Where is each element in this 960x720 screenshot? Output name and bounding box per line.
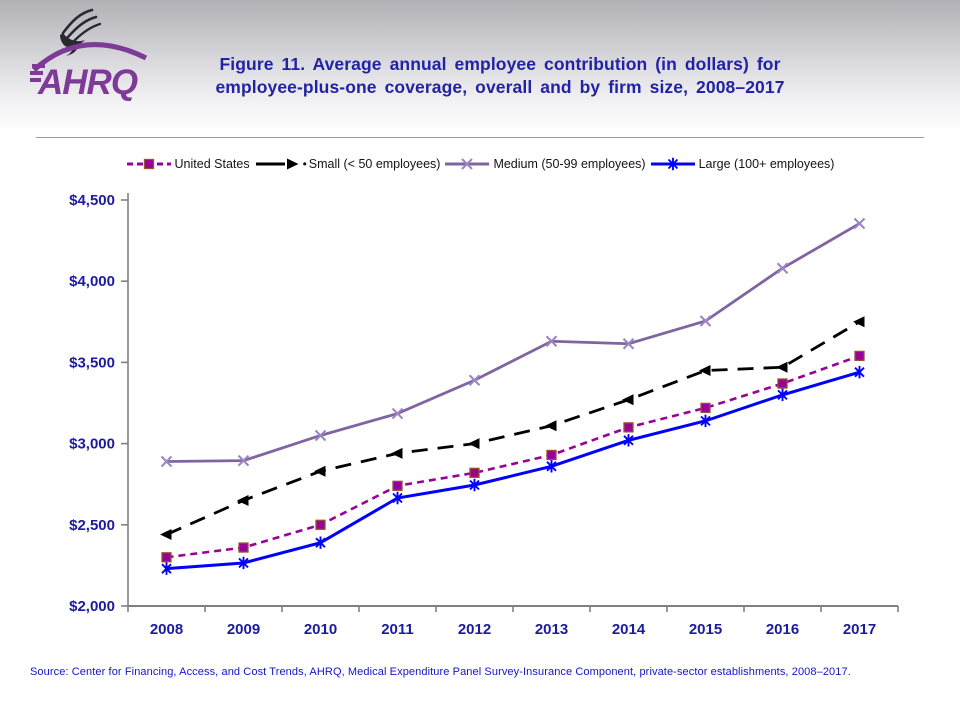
series-line-small-50-employees	[165, 320, 861, 536]
x-axis-label: 2010	[304, 621, 337, 638]
y-axis-label: $2,500	[69, 517, 115, 534]
legend-item-medium-50-99-employees: Medium (50-99 employees)	[444, 156, 646, 172]
data-point-large-100-employees	[238, 556, 249, 570]
chart-legend: United States • Small (< 50 employees) Medi…	[0, 150, 960, 178]
data-point-small-50-employees	[237, 494, 249, 506]
data-point-large-100-employees	[392, 491, 403, 505]
data-point-small-50-employees	[160, 529, 172, 541]
data-point-united-states	[469, 467, 480, 478]
data-point-large-100-employees	[777, 388, 788, 402]
data-point-medium-50-99-employees	[776, 262, 789, 274]
data-point-medium-50-99-employees	[468, 374, 481, 387]
data-point-medium-50-99-employees	[622, 337, 635, 350]
data-point-large-100-employees	[667, 157, 678, 171]
x-axis-label: 2011	[381, 621, 414, 638]
data-point-large-100-employees	[315, 536, 326, 549]
legend-marker-small-50-employees-icon	[255, 158, 299, 170]
series-line-large-100-employees	[166, 370, 860, 571]
y-axis-label: $3,000	[69, 436, 115, 453]
series-medium-50-99-employees	[160, 217, 866, 468]
source-note: Source: Center for Financing, Access, an…	[30, 666, 851, 678]
x-axis-label: 2012	[458, 621, 491, 638]
y-axis-label: $4,000	[69, 273, 115, 290]
data-point-medium-50-99-employees	[699, 315, 712, 327]
legend-item-united-states: United States	[126, 156, 250, 172]
data-point-medium-50-99-employees	[853, 217, 866, 230]
data-point-small-50-employees	[699, 365, 711, 377]
data-point-united-states	[161, 552, 172, 563]
series-large-100-employees	[161, 365, 865, 575]
legend-marker-large-100-employees-icon	[650, 157, 695, 171]
data-point-large-100-employees	[623, 434, 634, 447]
legend-label-large-100-employees: Large (100+ employees)	[698, 157, 835, 171]
data-point-medium-50-99-employees	[237, 454, 250, 467]
data-point-united-states	[700, 402, 711, 414]
data-point-united-states	[546, 449, 557, 461]
ahrq-arc	[29, 42, 148, 82]
series-small-50-employees	[160, 316, 865, 541]
y-axis-label: $4,500	[69, 192, 115, 209]
data-point-united-states	[623, 422, 634, 433]
data-point-small-50-employees	[622, 394, 634, 406]
y-axis-label: $3,500	[69, 354, 115, 371]
legend-marker-medium-50-99-employees-icon	[445, 158, 490, 170]
data-point-united-states	[238, 542, 249, 553]
ahrq-logo-graphic: AHRQ	[29, 8, 148, 102]
data-point-small-50-employees	[776, 361, 788, 373]
data-point-united-states	[315, 519, 326, 530]
header-divider	[36, 137, 924, 138]
data-point-medium-50-99-employees	[391, 407, 404, 420]
data-point-medium-50-99-employees	[160, 455, 173, 468]
data-point-large-100-employees	[469, 478, 480, 492]
data-point-small-50-employees	[314, 465, 326, 477]
data-point-large-100-employees	[546, 460, 557, 473]
ahrq-wordmark-text: AHRQ	[37, 63, 138, 102]
x-axis-label: 2013	[535, 621, 568, 638]
chart-title-line2: employee-plus-one coverage, overall and …	[215, 77, 785, 97]
legend-marker-united-states-icon	[126, 158, 171, 170]
chart-title-line1: Figure 11. Average annual employee contr…	[219, 54, 781, 74]
data-point-united-states	[854, 350, 865, 362]
chart-title: Figure 11. Average annual employee contr…	[150, 53, 850, 99]
data-point-small-50-employees	[468, 438, 480, 450]
data-point-medium-50-99-employees	[314, 429, 327, 442]
data-point-medium-50-99-employees	[545, 335, 558, 348]
data-point-small-50-employees	[545, 420, 557, 432]
data-point-united-states	[143, 158, 154, 170]
legend-item-large-100-employees: Large (100+ employees)	[650, 156, 835, 172]
line-chart: $2,000 $2,500 $3,000 $3,500 $4,000 $4,500 2008…	[69, 192, 899, 638]
x-axis-label: 2009	[227, 621, 260, 638]
data-point-medium-50-99-employees	[461, 158, 474, 170]
data-point-large-100-employees	[700, 414, 711, 428]
legend-label-small-50-employees: Small (< 50 employees)	[308, 157, 441, 171]
ahrq-logo: AHRQ	[29, 4, 160, 114]
data-point-united-states	[777, 378, 788, 389]
data-point-large-100-employees	[161, 562, 172, 575]
x-axis-label: 2008	[150, 621, 183, 638]
legend-label-medium-50-99-employees: Medium (50-99 employees)	[493, 157, 646, 171]
y-axis-label: $2,000	[69, 598, 115, 615]
data-point-small-50-employees	[853, 316, 865, 328]
series-line-medium-50-99-employees	[166, 222, 861, 463]
x-axis-label: 2017	[843, 621, 876, 638]
data-point-small-50-employees	[286, 158, 299, 170]
legend-label-united-states: United States	[174, 157, 250, 171]
data-point-united-states	[392, 480, 403, 491]
data-point-large-100-employees	[854, 365, 865, 379]
x-axis-label: 2015	[689, 621, 722, 638]
series-united-states	[161, 350, 865, 563]
header-banner: AHRQ Figure 11. Average annual employee …	[0, 0, 960, 133]
legend-item-small-50-employees: • Small (< 50 employees)	[254, 156, 441, 172]
data-point-small-50-employees	[391, 447, 403, 459]
x-axis-label: 2016	[766, 621, 799, 638]
legend-bullet: •	[302, 157, 307, 171]
series-line-united-states	[166, 354, 860, 559]
x-axis-label: 2014	[612, 621, 646, 638]
